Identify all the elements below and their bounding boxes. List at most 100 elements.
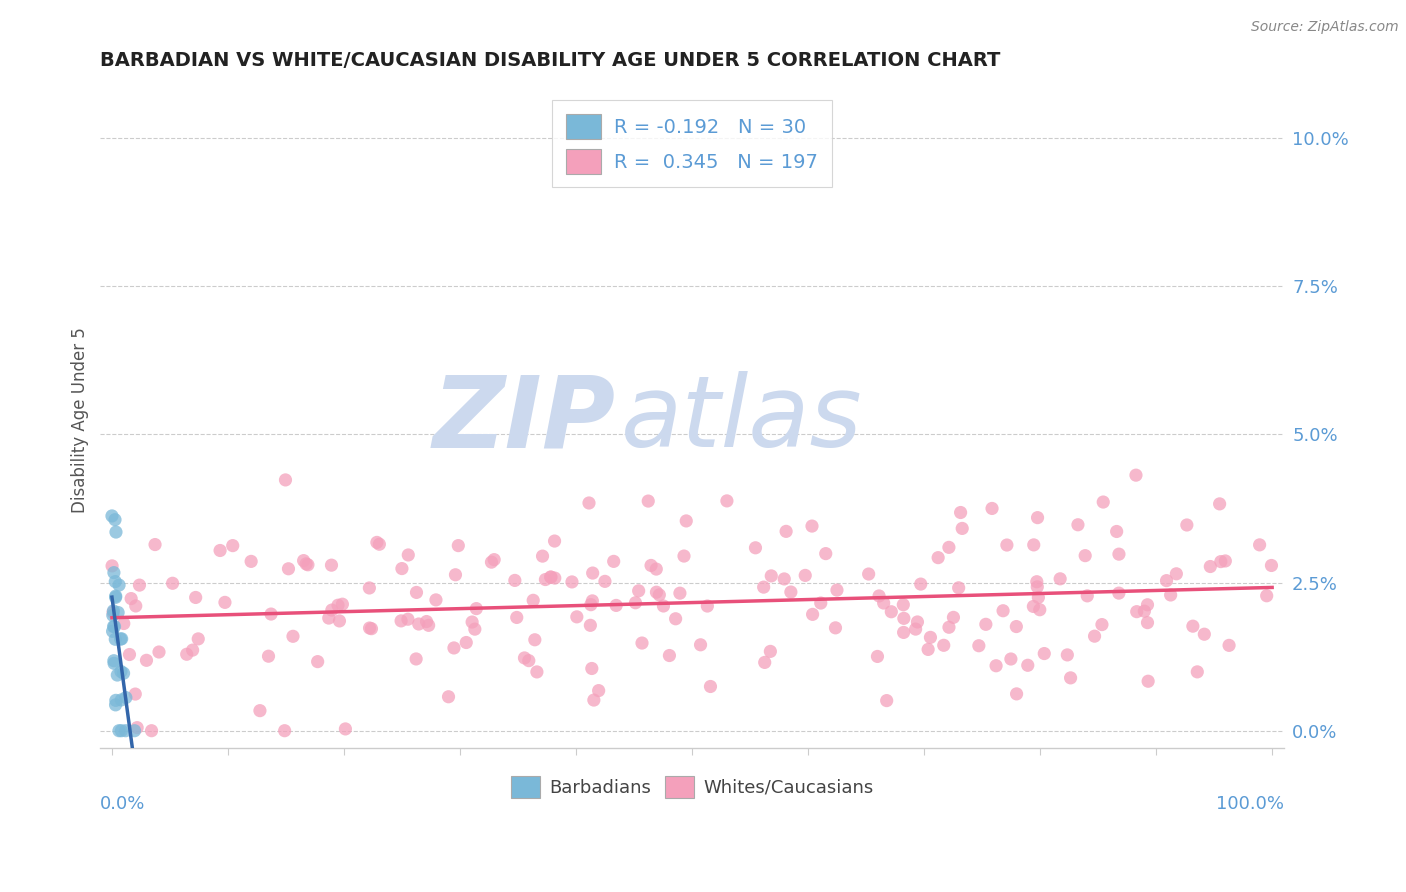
Point bbox=[277, 562, 299, 576]
Point bbox=[561, 574, 583, 589]
Point bbox=[110, 723, 132, 738]
Point bbox=[1028, 591, 1050, 605]
Text: BARBADIAN VS WHITE/CAUCASIAN DISABILITY AGE UNDER 5 CORRELATION CHART: BARBADIAN VS WHITE/CAUCASIAN DISABILITY … bbox=[100, 51, 1001, 70]
Point bbox=[112, 616, 135, 631]
Point bbox=[332, 597, 354, 611]
Point bbox=[187, 632, 209, 646]
Legend: Barbadians, Whites/Caucasians: Barbadians, Whites/Caucasians bbox=[503, 769, 880, 805]
Point bbox=[637, 494, 659, 508]
Point bbox=[104, 524, 127, 539]
Text: atlas: atlas bbox=[621, 371, 863, 468]
Point bbox=[135, 653, 157, 667]
Point bbox=[240, 554, 263, 568]
Point bbox=[181, 643, 204, 657]
Point bbox=[461, 615, 484, 629]
Point bbox=[391, 561, 413, 575]
Point bbox=[249, 704, 271, 718]
Point bbox=[101, 608, 124, 623]
Point bbox=[1029, 603, 1052, 617]
Point bbox=[103, 619, 125, 633]
Point bbox=[984, 658, 1007, 673]
Point bbox=[544, 571, 567, 585]
Point bbox=[295, 557, 318, 571]
Point bbox=[565, 610, 588, 624]
Point bbox=[1074, 549, 1097, 563]
Point bbox=[1215, 554, 1237, 568]
Point bbox=[593, 574, 616, 589]
Point bbox=[104, 698, 127, 712]
Point bbox=[1156, 574, 1178, 588]
Point bbox=[1136, 598, 1159, 612]
Point bbox=[103, 619, 125, 633]
Point bbox=[779, 585, 801, 599]
Point bbox=[1083, 629, 1105, 643]
Point bbox=[108, 578, 131, 592]
Point bbox=[1017, 658, 1039, 673]
Point bbox=[588, 683, 610, 698]
Point bbox=[1108, 586, 1130, 600]
Point bbox=[669, 586, 692, 600]
Point bbox=[120, 591, 142, 606]
Point bbox=[581, 594, 603, 608]
Point bbox=[893, 611, 915, 625]
Point bbox=[631, 636, 654, 650]
Point bbox=[744, 541, 766, 555]
Point bbox=[110, 693, 132, 707]
Point bbox=[1194, 627, 1216, 641]
Y-axis label: Disability Age Under 5: Disability Age Under 5 bbox=[72, 326, 89, 513]
Point bbox=[396, 612, 419, 626]
Point bbox=[967, 639, 990, 653]
Point bbox=[101, 558, 124, 573]
Point bbox=[648, 588, 671, 602]
Point bbox=[437, 690, 460, 704]
Point bbox=[752, 580, 775, 594]
Point bbox=[257, 649, 280, 664]
Point bbox=[716, 494, 738, 508]
Point bbox=[522, 593, 544, 607]
Point bbox=[418, 618, 440, 632]
Point bbox=[602, 554, 624, 568]
Point bbox=[981, 501, 1004, 516]
Point bbox=[927, 550, 949, 565]
Point bbox=[1260, 558, 1282, 573]
Point bbox=[627, 583, 650, 598]
Point bbox=[605, 599, 627, 613]
Point bbox=[105, 668, 128, 682]
Point bbox=[281, 629, 304, 643]
Point bbox=[858, 567, 880, 582]
Point bbox=[103, 566, 125, 580]
Point bbox=[948, 581, 970, 595]
Point bbox=[326, 599, 349, 613]
Point bbox=[531, 549, 554, 563]
Point bbox=[443, 640, 465, 655]
Point bbox=[321, 603, 343, 617]
Point bbox=[396, 548, 419, 562]
Point bbox=[640, 558, 662, 573]
Point bbox=[579, 598, 602, 612]
Point bbox=[699, 680, 721, 694]
Point bbox=[125, 599, 148, 613]
Point bbox=[910, 577, 932, 591]
Point bbox=[1056, 648, 1078, 662]
Point bbox=[801, 607, 824, 622]
Point bbox=[506, 610, 529, 624]
Point bbox=[814, 547, 837, 561]
Point bbox=[359, 581, 381, 595]
Point bbox=[425, 593, 447, 607]
Point bbox=[578, 496, 600, 510]
Point bbox=[513, 651, 536, 665]
Point bbox=[794, 568, 817, 582]
Point bbox=[101, 624, 124, 639]
Point bbox=[950, 521, 973, 535]
Point bbox=[335, 722, 357, 736]
Point bbox=[1256, 589, 1278, 603]
Point bbox=[1022, 538, 1045, 552]
Point bbox=[110, 665, 132, 679]
Point bbox=[526, 665, 548, 679]
Point bbox=[534, 573, 557, 587]
Point bbox=[932, 638, 955, 652]
Point bbox=[1091, 617, 1114, 632]
Point bbox=[1187, 665, 1209, 679]
Point bbox=[949, 506, 972, 520]
Point bbox=[1209, 555, 1232, 569]
